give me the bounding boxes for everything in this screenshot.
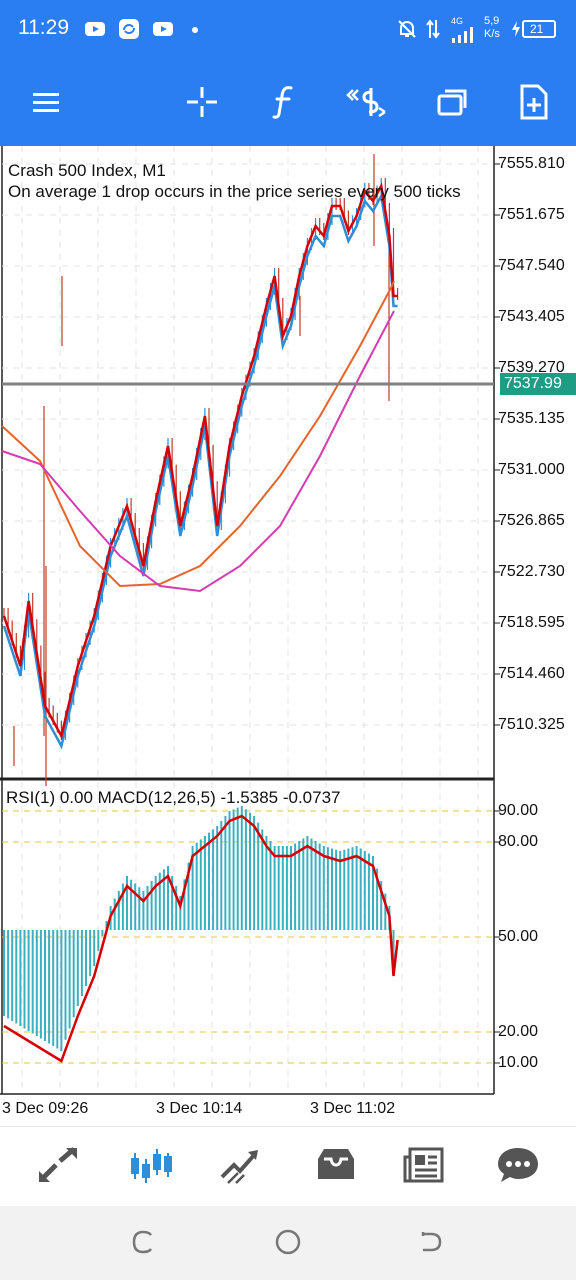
clock: 11:29 <box>18 16 69 39</box>
battery-icon: 21 <box>522 20 556 38</box>
trade-dollar-icon <box>346 88 386 118</box>
price-tick: 7514.460 <box>498 665 565 682</box>
status-bar: 11:29 4G 5,9 K/s 21 <box>0 0 576 58</box>
moving-average-fast <box>2 182 398 740</box>
home-icon <box>275 1229 301 1255</box>
indicator-level: 20.00 <box>498 1023 539 1040</box>
sync-icon <box>119 19 139 39</box>
signal-icon <box>452 27 473 43</box>
menu-button[interactable] <box>24 80 68 124</box>
macd-signal-line <box>3 814 399 1063</box>
chat-icon <box>498 1148 538 1182</box>
time-label: 3 Dec 09:26 <box>2 1100 89 1117</box>
price-tick: 7547.540 <box>498 257 565 274</box>
network-type: 4G <box>451 16 464 26</box>
nav-news[interactable] <box>400 1143 448 1187</box>
quotes-icon <box>39 1147 77 1182</box>
notification-dot-icon <box>192 27 198 33</box>
bottom-navigation <box>0 1126 576 1206</box>
charging-icon <box>512 21 520 37</box>
price-tick: 7531.000 <box>498 461 565 478</box>
nav-trade[interactable] <box>216 1143 264 1187</box>
symbol-title: Crash 500 Index, M1 <box>8 161 166 180</box>
history-icon <box>318 1149 354 1179</box>
network-speed-unit: K/s <box>484 28 500 40</box>
youtube-icon <box>85 22 105 36</box>
battery-level: 21 <box>530 22 544 36</box>
window-icon <box>437 89 467 116</box>
crosshair-icon <box>187 87 217 117</box>
time-label: 3 Dec 11:02 <box>310 1100 396 1117</box>
indicator-title: RSI(1) 0.00 MACD(12,26,5) -1.5385 -0.073… <box>6 788 341 807</box>
chart-icon <box>131 1149 172 1183</box>
mute-bell-icon <box>398 20 416 38</box>
indicators-button[interactable] <box>262 80 306 124</box>
nav-history[interactable] <box>312 1143 360 1187</box>
menu-icon <box>33 93 59 112</box>
chart-toolbar <box>0 58 576 146</box>
news-icon <box>403 1147 444 1183</box>
nav-chart[interactable] <box>126 1143 174 1187</box>
trade-button[interactable] <box>344 80 388 124</box>
indicator-level: 50.00 <box>498 928 539 945</box>
moving-average-slow <box>1 310 395 593</box>
new-document-icon <box>520 84 548 120</box>
current-price-label: 7537.99 <box>500 373 576 395</box>
price-tick: 7539.270 <box>498 359 565 376</box>
chart-area[interactable]: Crash 500 Index, M1 On average 1 drop oc… <box>0 146 576 1126</box>
nav-quotes[interactable] <box>34 1143 82 1187</box>
price-tick: 7543.405 <box>498 308 565 325</box>
symbol-description: On average 1 drop occurs in the price se… <box>8 182 461 201</box>
moving-average-mid <box>1 280 395 588</box>
indicator-level: 80.00 <box>498 833 539 850</box>
nav-chat[interactable] <box>494 1143 542 1187</box>
new-order-button[interactable] <box>512 80 556 124</box>
function-icon <box>272 86 293 119</box>
back-button[interactable] <box>410 1222 450 1262</box>
price-line-blue <box>2 192 398 750</box>
indicator-level: 90.00 <box>498 802 539 819</box>
price-tick: 7522.730 <box>498 563 565 580</box>
window-button[interactable] <box>430 80 474 124</box>
recent-apps-icon <box>132 1230 153 1254</box>
price-tick: 7555.810 <box>498 155 565 172</box>
price-tick: 7510.325 <box>498 716 565 733</box>
youtube-icon-2 <box>153 22 173 36</box>
system-navigation <box>0 1206 576 1280</box>
crosshair-button[interactable] <box>180 80 224 124</box>
price-chart[interactable] <box>0 146 576 1126</box>
trade-icon <box>220 1150 258 1184</box>
home-button[interactable] <box>268 1222 308 1262</box>
price-tick: 7535.135 <box>498 410 565 427</box>
price-tick: 7518.595 <box>498 614 565 631</box>
back-icon <box>421 1232 442 1252</box>
price-tick: 7526.865 <box>498 512 565 529</box>
data-arrows-icon <box>426 19 440 39</box>
recent-apps-button[interactable] <box>124 1222 164 1262</box>
price-tick: 7551.675 <box>498 206 565 223</box>
network-speed: 5,9 <box>484 15 500 27</box>
indicator-level: 10.00 <box>498 1054 539 1071</box>
time-label: 3 Dec 10:14 <box>156 1100 243 1117</box>
